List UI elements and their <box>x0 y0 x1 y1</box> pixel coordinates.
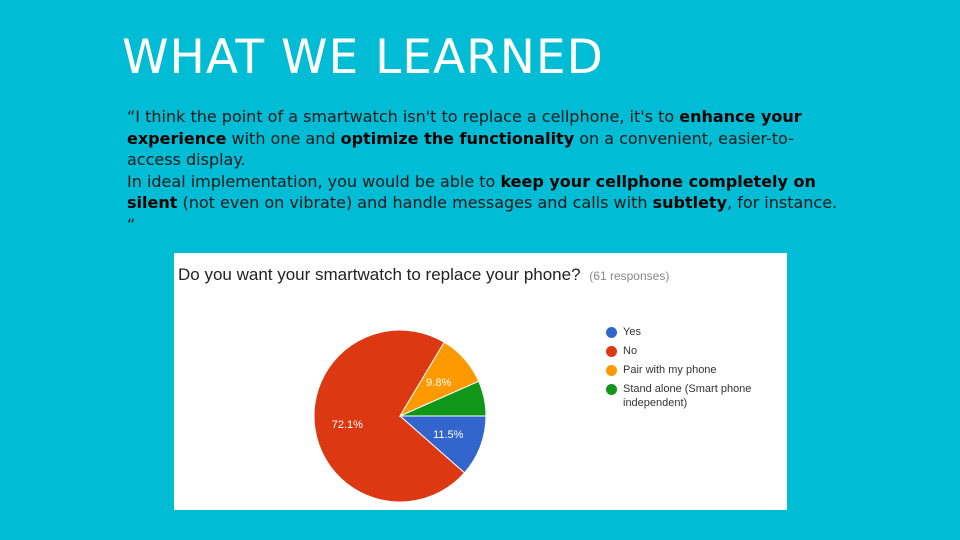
quote-part-1: “I think the point of a smartwatch isn't… <box>127 107 680 126</box>
pie-label-pair: 9.8% <box>426 377 451 389</box>
quote-part-4: In ideal implementation, you would be ab… <box>127 171 501 191</box>
pie-slice-yes <box>398 415 487 474</box>
legend-label-no: No <box>623 345 638 357</box>
quote-emphasis-3: keep your cellphone completely on silent <box>127 171 816 213</box>
quote-emphasis-2: optimize the functionality <box>340 128 575 148</box>
legend-item-pair: Pair with my phone <box>606 363 784 377</box>
slide-title: WHAT WE LEARNED <box>122 30 604 85</box>
quote-part-2: with one and <box>226 128 341 148</box>
legend-item-yes: Yes <box>606 325 784 339</box>
legend-swatch-no <box>606 346 617 357</box>
legend-label-standalone: Stand alone (Smart phone independent) <box>623 383 752 409</box>
survey-chart: Do you want your smartwatch to replace y… <box>174 253 787 510</box>
quote-part-6: , for instance. “ <box>127 193 838 234</box>
pie-label-no: 72.1% <box>332 419 363 431</box>
legend-swatch-pair <box>606 365 617 376</box>
pie-slice-stand <box>399 380 487 417</box>
chart-legend: Yes No Pair with my phone Stand alone (S… <box>606 325 784 415</box>
quote-part-3: on a convenient, easier-to-access displa… <box>127 128 794 170</box>
quote-emphasis-1: enhance your experience <box>127 107 802 148</box>
legend-swatch-yes <box>606 327 617 338</box>
chart-title: Do you want your smartwatch to replace y… <box>178 265 581 284</box>
pie-slice-no <box>313 329 466 503</box>
quote-part-5: (not even on vibrate) and handle message… <box>177 193 653 212</box>
legend-swatch-standalone <box>606 384 617 395</box>
quote-emphasis-4: subtlety <box>652 193 728 212</box>
legend-label-yes: Yes <box>623 326 641 338</box>
legend-label-pair: Pair with my phone <box>623 364 717 376</box>
quote-text: “I think the point of a smartwatch isn't… <box>127 106 847 235</box>
legend-item-no: No <box>606 344 784 358</box>
pie-label-yes: 11.5% <box>433 429 464 441</box>
chart-response-count: (61 responses) <box>589 269 670 283</box>
pie-chart: 11.5% 72.1% 9.8% <box>313 329 487 503</box>
legend-item-standalone: Stand alone (Smart phone independent) <box>606 382 784 410</box>
chart-title-row: Do you want your smartwatch to replace y… <box>178 265 669 285</box>
